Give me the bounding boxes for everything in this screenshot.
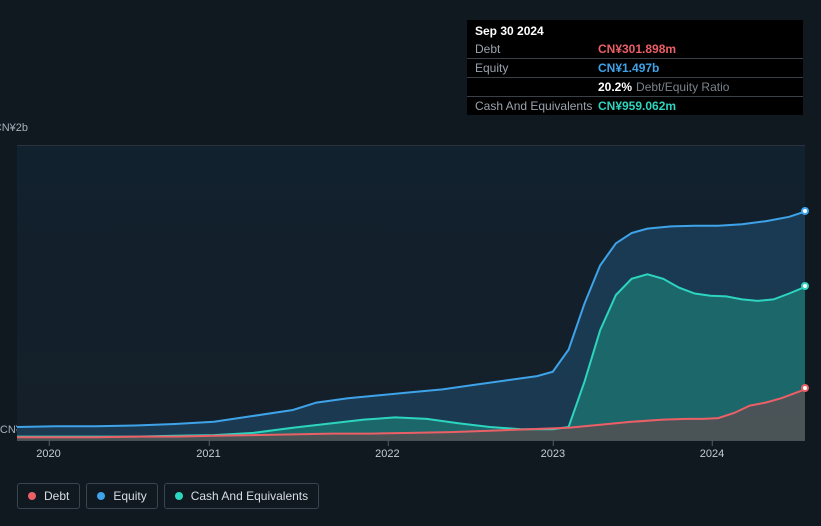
- tooltip-value: CN¥301.898m: [598, 42, 676, 56]
- tooltip-label: Equity: [475, 61, 598, 75]
- tooltip-value: CN¥1.497b: [598, 61, 659, 75]
- x-axis-tick: 2024: [700, 448, 724, 460]
- tooltip-date: Sep 30 2024: [467, 20, 803, 40]
- legend-label: Debt: [44, 489, 69, 503]
- tooltip-row-equity: Equity CN¥1.497b: [467, 59, 803, 78]
- tooltip-row-debt: Debt CN¥301.898m: [467, 40, 803, 59]
- chart-plot-area[interactable]: [17, 145, 805, 440]
- legend-label: Cash And Equivalents: [191, 489, 308, 503]
- tooltip-label: Debt: [475, 42, 598, 56]
- x-axis-tick: 2023: [541, 448, 565, 460]
- root: Sep 30 2024 Debt CN¥301.898m Equity CN¥1…: [0, 0, 821, 526]
- tooltip-box: Sep 30 2024 Debt CN¥301.898m Equity CN¥1…: [467, 20, 803, 115]
- x-axis-tick: 2021: [196, 448, 220, 460]
- tooltip-row-cash: Cash And Equivalents CN¥959.062m: [467, 97, 803, 115]
- tooltip-value: CN¥959.062m: [598, 99, 676, 113]
- legend-label: Equity: [113, 489, 146, 503]
- series-endpoint-marker: [801, 207, 809, 215]
- tooltip-label: Cash And Equivalents: [475, 99, 598, 113]
- y-axis-label-top: CN¥2b: [0, 122, 28, 134]
- tooltip-ratio-pct: 20.2%: [598, 80, 632, 94]
- x-axis: 2020 2021 2022 2023 2024: [17, 448, 805, 468]
- legend: Debt Equity Cash And Equivalents: [17, 483, 319, 509]
- series-endpoint-marker: [801, 282, 809, 290]
- chart-svg: [17, 146, 805, 441]
- legend-dot-icon: [28, 492, 36, 500]
- tooltip-ratio-label: Debt/Equity Ratio: [636, 80, 729, 94]
- legend-item[interactable]: Debt: [17, 483, 80, 509]
- legend-dot-icon: [97, 492, 105, 500]
- x-axis-tick: 2022: [375, 448, 399, 460]
- legend-dot-icon: [175, 492, 183, 500]
- x-axis-tick: 2020: [36, 448, 60, 460]
- legend-item[interactable]: Cash And Equivalents: [164, 483, 319, 509]
- legend-item[interactable]: Equity: [86, 483, 157, 509]
- chart-plot: [17, 145, 805, 440]
- series-endpoint-marker: [801, 384, 809, 392]
- tooltip-row-ratio: 20.2% Debt/Equity Ratio: [467, 78, 803, 97]
